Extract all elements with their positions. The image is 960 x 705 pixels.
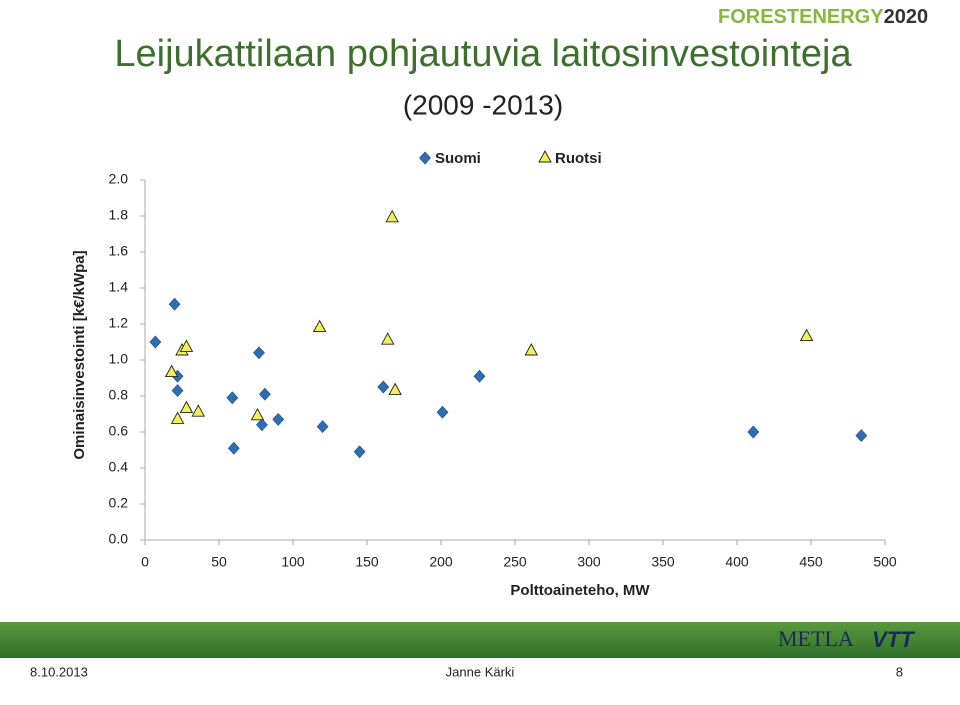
point [473, 369, 486, 383]
y-tick-label: 0.8 [109, 387, 129, 403]
y-tick-label: 0.4 [109, 459, 129, 475]
x-tick-label: 50 [211, 554, 227, 570]
point [799, 328, 814, 342]
x-tick-label: 200 [429, 554, 453, 570]
x-tick-label: 400 [725, 554, 749, 570]
logo-year: 2020 [884, 6, 929, 28]
point [170, 411, 185, 424]
x-tick-label: 250 [503, 554, 527, 570]
y-tick-label: 1.8 [109, 207, 129, 223]
point [436, 405, 449, 419]
point [312, 319, 327, 333]
y-tick-label: 2.0 [109, 171, 129, 187]
chart-subtitle: (2009 -2013) [403, 89, 563, 120]
point [256, 418, 268, 432]
legend-marker [538, 150, 552, 163]
legend-label: Ruotsi [555, 150, 602, 167]
point [388, 382, 402, 396]
footer-author: Janne Kärki [446, 664, 515, 679]
x-tick-label: 300 [577, 554, 601, 570]
x-tick-label: 150 [355, 554, 379, 570]
point [227, 441, 240, 455]
x-tick-label: 100 [281, 554, 305, 570]
point [179, 400, 194, 414]
point [258, 387, 271, 401]
y-tick-label: 1.2 [109, 315, 129, 331]
logo-partner: VTT [872, 627, 915, 652]
y-tick-label: 1.0 [109, 351, 129, 367]
y-tick-label: 1.6 [109, 243, 129, 259]
y-axis-label: Ominaisinvestointi [k€/kWpa] [71, 250, 88, 459]
point [191, 404, 206, 417]
x-tick-label: 0 [141, 554, 149, 570]
legend-label: Suomi [435, 150, 481, 167]
point [179, 339, 194, 352]
legend-marker [419, 151, 431, 165]
y-tick-label: 0.6 [109, 423, 129, 439]
point [253, 346, 265, 360]
y-tick-label: 0.0 [109, 531, 129, 547]
point [164, 364, 179, 378]
x-tick-label: 450 [799, 554, 823, 570]
x-axis-label: Polttoaineteho, MW [510, 582, 650, 599]
point [168, 297, 181, 311]
point [747, 425, 760, 439]
logo-brand: FORESTENERGY [718, 6, 884, 28]
footer-band [0, 622, 960, 658]
point [377, 380, 390, 394]
point [171, 384, 184, 398]
logo: FORESTENERGY2020 [718, 6, 928, 28]
x-tick-label: 500 [873, 554, 897, 570]
x-tick-label: 350 [651, 554, 675, 570]
point [855, 429, 868, 443]
point [272, 412, 285, 426]
point [353, 445, 366, 459]
point [524, 343, 539, 356]
logo-partner: METLA [778, 626, 854, 651]
point [380, 332, 395, 345]
chart-title: Leijukattilaan pohjautuvia laitosinvesto… [114, 33, 852, 75]
point [226, 391, 239, 405]
point [149, 335, 162, 349]
point [316, 420, 329, 434]
page-number: 8 [896, 664, 903, 679]
point [385, 209, 399, 223]
footer-date: 8.10.2013 [30, 664, 88, 679]
y-tick-label: 1.4 [109, 279, 129, 295]
point [250, 407, 265, 421]
y-tick-label: 0.2 [109, 495, 129, 511]
